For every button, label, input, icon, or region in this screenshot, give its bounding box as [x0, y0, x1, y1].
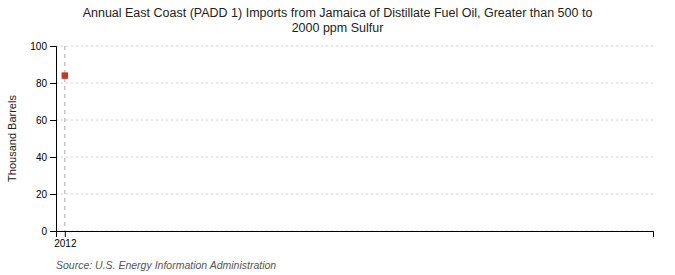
tick-mark [50, 120, 56, 121]
tick-label: 100 [30, 41, 47, 52]
y-axis-title: Thousand Barrels [6, 95, 18, 182]
tick-mark [65, 231, 66, 237]
grid-line [56, 46, 653, 47]
tick-mark [50, 83, 56, 84]
tick-label: 2012 [54, 238, 77, 249]
plot-area: 2012 0 20 40 60 80 100 [30, 41, 653, 249]
title: Annual East Coast (PADD 1) Imports from … [83, 6, 593, 35]
tick-label: 20 [36, 189, 48, 200]
grid-line [56, 83, 653, 84]
tick: 2012 [54, 231, 77, 249]
source-note: Source: U.S. Energy Information Administ… [56, 259, 276, 271]
tick: 40 [36, 152, 56, 163]
tick-label: 40 [36, 152, 48, 163]
tick-mark [50, 231, 56, 232]
tick: 80 [36, 78, 56, 89]
tick: 0 [41, 226, 56, 237]
tick-mark [50, 46, 56, 47]
tick: 20 [36, 189, 56, 200]
grid-line [56, 157, 653, 158]
tick-mark [50, 194, 56, 195]
x-axis: 2012 [54, 231, 653, 249]
tick-label: 80 [36, 78, 48, 89]
y-axis: 0 20 40 60 80 100 [30, 41, 56, 237]
chart: 2012 0 20 40 60 80 100 Annual East Coast (PADD … [0, 0, 675, 275]
grid-line [56, 120, 653, 121]
tick: 100 [30, 41, 56, 52]
tick-label: 60 [36, 115, 48, 126]
point [62, 72, 68, 78]
axis-line [57, 232, 654, 238]
marks [62, 46, 68, 231]
grid-line [56, 194, 653, 195]
tick-label: 0 [41, 226, 47, 237]
axis-line [50, 47, 57, 232]
tick-mark [50, 157, 56, 158]
tick: 60 [36, 115, 56, 126]
grid [56, 46, 653, 231]
